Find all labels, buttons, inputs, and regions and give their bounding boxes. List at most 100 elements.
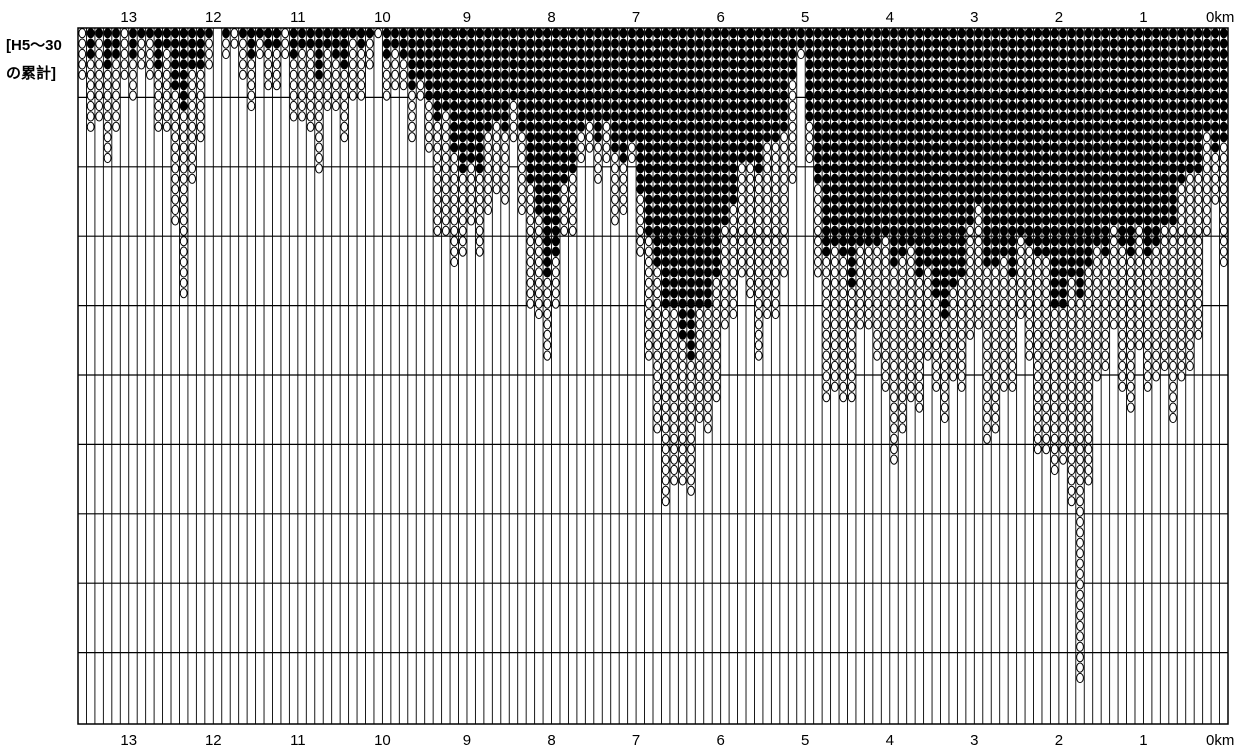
filled-circle-mark bbox=[1143, 132, 1152, 143]
open-circle-mark bbox=[746, 173, 755, 184]
open-circle-mark bbox=[813, 204, 822, 216]
open-circle-mark bbox=[1076, 298, 1084, 309]
filled-circle-mark bbox=[551, 204, 560, 216]
open-circle-mark bbox=[1076, 308, 1084, 320]
filled-circle-mark bbox=[1008, 121, 1017, 132]
filled-circle-mark bbox=[1135, 215, 1144, 226]
open-circle-mark bbox=[822, 267, 831, 278]
open-circle-mark bbox=[1135, 236, 1144, 247]
filled-circle-mark bbox=[661, 100, 670, 112]
open-circle-mark bbox=[1050, 371, 1059, 382]
filled-circle-mark bbox=[737, 48, 746, 60]
open-circle-mark bbox=[289, 100, 298, 112]
filled-circle-mark bbox=[653, 163, 662, 174]
open-circle-mark bbox=[771, 184, 780, 195]
filled-circle-mark bbox=[1008, 111, 1017, 122]
open-circle-mark bbox=[915, 319, 924, 330]
filled-circle-mark bbox=[687, 246, 695, 257]
filled-circle-mark bbox=[957, 69, 966, 80]
filled-circle-mark bbox=[720, 142, 729, 153]
filled-circle-mark bbox=[1016, 184, 1025, 195]
filled-circle-mark bbox=[983, 225, 991, 236]
open-circle-mark bbox=[289, 80, 298, 91]
filled-circle-mark bbox=[864, 90, 873, 101]
filled-circle-mark bbox=[1000, 100, 1008, 112]
filled-circle-mark bbox=[737, 100, 746, 112]
filled-circle-mark bbox=[915, 100, 924, 112]
open-circle-mark bbox=[416, 80, 425, 91]
filled-circle-mark bbox=[450, 142, 459, 153]
filled-circle-mark bbox=[1042, 59, 1051, 70]
filled-circle-mark bbox=[636, 152, 645, 164]
filled-circle-mark bbox=[1093, 100, 1101, 112]
filled-circle-mark bbox=[991, 236, 1000, 247]
open-circle-mark bbox=[771, 288, 780, 299]
filled-circle-mark bbox=[179, 48, 188, 60]
filled-circle-mark bbox=[129, 38, 137, 49]
filled-circle-mark bbox=[932, 59, 941, 70]
open-circle-mark bbox=[120, 69, 129, 80]
filled-circle-mark bbox=[188, 38, 197, 49]
filled-circle-mark bbox=[1008, 152, 1017, 164]
filled-circle-mark bbox=[1118, 28, 1127, 39]
filled-circle-mark bbox=[661, 163, 670, 174]
open-circle-mark bbox=[1033, 350, 1042, 361]
filled-circle-mark bbox=[991, 194, 1000, 205]
filled-circle-mark bbox=[653, 152, 662, 164]
open-circle-mark bbox=[974, 319, 983, 330]
filled-circle-mark bbox=[1033, 80, 1042, 91]
filled-circle-mark bbox=[1169, 152, 1177, 164]
filled-circle-mark bbox=[940, 163, 949, 174]
filled-circle-mark bbox=[577, 90, 586, 101]
open-circle-mark bbox=[1033, 444, 1042, 455]
filled-circle-mark bbox=[974, 121, 983, 132]
open-circle-mark bbox=[822, 360, 831, 372]
open-circle-mark bbox=[1118, 288, 1127, 299]
filled-circle-mark bbox=[1050, 256, 1059, 268]
filled-circle-mark bbox=[450, 59, 459, 70]
filled-circle-mark bbox=[1219, 48, 1228, 60]
open-circle-mark bbox=[1093, 277, 1101, 288]
open-circle-mark bbox=[644, 308, 653, 320]
open-circle-mark bbox=[340, 90, 349, 101]
open-circle-mark bbox=[898, 277, 907, 288]
filled-circle-mark bbox=[890, 38, 898, 49]
filled-circle-mark bbox=[687, 80, 695, 91]
open-circle-mark bbox=[467, 215, 476, 226]
filled-circle-mark bbox=[1059, 277, 1068, 288]
filled-circle-mark bbox=[949, 225, 958, 236]
open-circle-mark bbox=[763, 163, 772, 174]
filled-circle-mark bbox=[940, 111, 949, 122]
filled-circle-mark bbox=[687, 329, 695, 340]
filled-circle-mark bbox=[704, 184, 712, 195]
bottom-tick-label-2: 2 bbox=[1055, 732, 1063, 749]
open-circle-mark bbox=[1219, 194, 1228, 205]
filled-circle-mark bbox=[932, 152, 941, 164]
open-circle-mark bbox=[1093, 371, 1101, 382]
filled-circle-mark bbox=[1135, 48, 1144, 60]
open-circle-mark bbox=[873, 350, 881, 361]
filled-circle-mark bbox=[949, 69, 958, 80]
open-circle-mark bbox=[264, 59, 273, 70]
top-tick-label-10: 10 bbox=[374, 9, 391, 26]
open-circle-mark bbox=[898, 308, 907, 320]
filled-circle-mark bbox=[653, 59, 662, 70]
top-tick-label-12: 12 bbox=[205, 9, 222, 26]
open-circle-mark bbox=[450, 204, 459, 216]
filled-circle-mark bbox=[813, 69, 822, 80]
filled-circle-mark bbox=[907, 90, 915, 101]
open-circle-mark bbox=[839, 340, 848, 351]
open-circle-mark bbox=[771, 236, 780, 247]
open-circle-mark bbox=[238, 48, 247, 60]
filled-circle-mark bbox=[1194, 132, 1203, 143]
filled-circle-mark bbox=[1084, 173, 1093, 184]
open-circle-mark bbox=[873, 308, 881, 320]
filled-circle-mark bbox=[932, 142, 941, 153]
filled-circle-mark bbox=[670, 215, 679, 226]
open-circle-mark bbox=[1042, 267, 1051, 278]
filled-circle-mark bbox=[712, 184, 721, 195]
filled-circle-mark bbox=[594, 69, 602, 80]
filled-circle-mark bbox=[450, 132, 459, 143]
open-circle-mark bbox=[1033, 277, 1042, 288]
open-circle-mark bbox=[1076, 350, 1084, 361]
